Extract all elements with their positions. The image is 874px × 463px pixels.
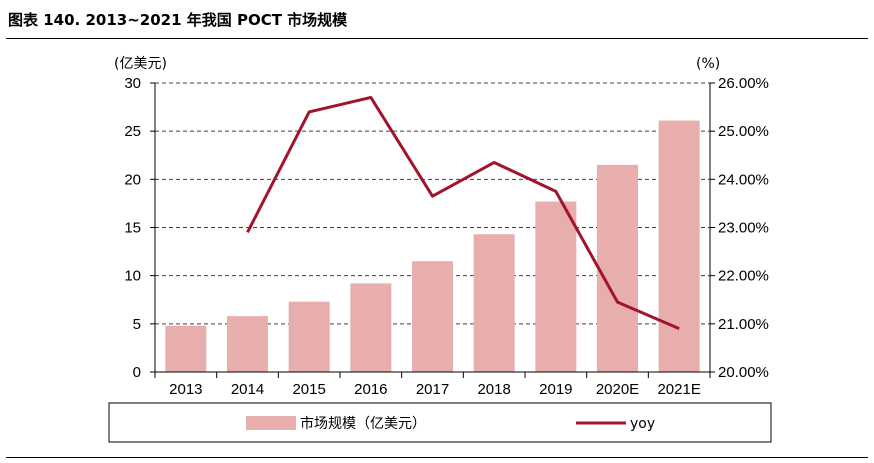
line-series bbox=[246, 95, 680, 331]
bottom-rule bbox=[6, 457, 868, 458]
right-tick-label: 26.00% bbox=[718, 75, 769, 92]
legend-line-label: yoy bbox=[630, 416, 655, 432]
bar-2013 bbox=[165, 325, 207, 372]
x-tick-label: 2020E bbox=[596, 381, 639, 398]
axes bbox=[150, 82, 715, 378]
right-tick-label: 25.00% bbox=[718, 123, 769, 140]
legend-bar-swatch bbox=[246, 416, 296, 430]
left-axis-label: (亿美元) bbox=[114, 56, 167, 72]
x-tick-label: 2017 bbox=[416, 381, 449, 398]
x-tick-label: 2018 bbox=[477, 381, 510, 398]
bar-2014 bbox=[227, 316, 268, 372]
right-axis-ticks: 20.00% 21.00% 22.00% 23.00% 24.00% 25.00% 26.0… bbox=[718, 75, 769, 381]
top-rule bbox=[6, 38, 868, 39]
left-axis-ticks: 0 5 10 15 20 25 30 bbox=[124, 75, 141, 381]
left-tick-label: 30 bbox=[124, 75, 141, 92]
bar-2019 bbox=[535, 201, 577, 372]
bar-2017 bbox=[412, 261, 453, 372]
right-tick-label: 23.00% bbox=[718, 220, 769, 237]
left-tick-label: 25 bbox=[124, 123, 141, 140]
left-tick-label: 10 bbox=[124, 268, 141, 285]
right-tick-label: 24.00% bbox=[718, 171, 769, 188]
legend-box bbox=[108, 402, 772, 443]
bar-2021E bbox=[658, 120, 700, 372]
right-tick-label: 21.00% bbox=[718, 316, 769, 333]
x-tick-label: 2014 bbox=[231, 381, 264, 398]
x-tick-label: 2013 bbox=[169, 381, 202, 398]
title-bar: 图表 140. 2013~2021 年我国 POCT 市场规模 bbox=[0, 0, 874, 40]
x-tick-label: 2021E bbox=[657, 381, 700, 398]
bar-series bbox=[165, 120, 700, 372]
x-axis-ticks: 2013 2014 2015 2016 2017 2018 2019 2020E 2021E bbox=[169, 381, 701, 398]
right-tick-label: 22.00% bbox=[718, 268, 769, 285]
right-axis-label: (%) bbox=[696, 56, 720, 72]
left-tick-label: 5 bbox=[133, 316, 141, 333]
left-tick-label: 20 bbox=[124, 171, 141, 188]
legend: 市场规模（亿美元） yoy bbox=[108, 402, 772, 443]
legend-bar-label: 市场规模（亿美元） bbox=[300, 415, 426, 432]
right-tick-label: 20.00% bbox=[718, 364, 769, 381]
figure-title: 图表 140. 2013~2021 年我国 POCT 市场规模 bbox=[8, 11, 348, 29]
bar-2015 bbox=[288, 301, 330, 372]
x-tick-label: 2016 bbox=[354, 381, 387, 398]
left-tick-label: 0 bbox=[133, 364, 141, 381]
bar-2018 bbox=[473, 234, 515, 372]
yoy-line bbox=[246, 95, 680, 331]
bar-2016 bbox=[350, 283, 392, 372]
bar-2020E bbox=[597, 164, 638, 372]
x-tick-label: 2019 bbox=[539, 381, 572, 398]
left-tick-label: 15 bbox=[124, 220, 141, 237]
x-tick-label: 2015 bbox=[292, 381, 325, 398]
